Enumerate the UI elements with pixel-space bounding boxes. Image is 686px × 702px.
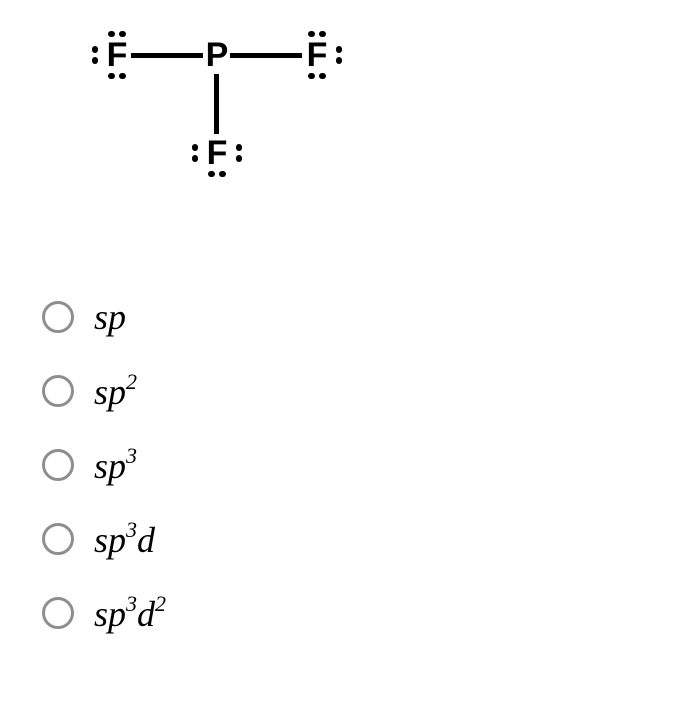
option-label-sp3d2: sp3d2: [94, 595, 166, 632]
question-canvas: F P F F sp sp2 sp3 sp3d sp3d2: [0, 0, 686, 702]
option-label-sp3: sp3: [94, 447, 137, 484]
lonepair-Fright-right: [336, 46, 342, 52]
atom-F_bottom: F: [205, 136, 229, 170]
lonepair-Fleft-bottom: [108, 73, 114, 79]
option-sp3d[interactable]: sp3d: [42, 502, 166, 576]
answer-options: sp sp2 sp3 sp3d sp3d2: [42, 280, 166, 650]
bond-F_left-P_center: [131, 53, 203, 58]
lonepair-Fbottom-left: [192, 155, 198, 161]
lonepair-Fleft-bottom: [119, 73, 125, 79]
bond-P_center-F_bottom: [214, 74, 219, 134]
lonepair-Fleft-top: [108, 31, 114, 37]
atom-F_right: F: [305, 38, 329, 72]
radio-sp2[interactable]: [42, 375, 74, 407]
lonepair-Fright-top: [308, 31, 314, 37]
lonepair-Fbottom-right: [236, 155, 242, 161]
lonepair-Fbottom-bottom: [219, 171, 225, 177]
lewis-structure-diagram: F P F F: [80, 28, 380, 228]
lonepair-Fleft-top: [119, 31, 125, 37]
bond-P_center-F_right: [230, 53, 302, 58]
radio-sp3d2[interactable]: [42, 597, 74, 629]
option-sp3[interactable]: sp3: [42, 428, 166, 502]
lonepair-Fright-bottom: [308, 73, 314, 79]
lonepair-Fleft-left: [92, 57, 98, 63]
lonepair-Fbottom-right: [236, 144, 242, 150]
lonepair-Fbottom-left: [192, 144, 198, 150]
option-label-sp2: sp2: [94, 373, 137, 410]
radio-sp[interactable]: [42, 301, 74, 333]
option-sp2[interactable]: sp2: [42, 354, 166, 428]
option-sp3d2[interactable]: sp3d2: [42, 576, 166, 650]
lonepair-Fright-bottom: [319, 73, 325, 79]
option-sp[interactable]: sp: [42, 280, 166, 354]
atom-P_center: P: [205, 38, 229, 72]
lonepair-Fright-right: [336, 57, 342, 63]
lonepair-Fleft-left: [92, 46, 98, 52]
option-label-sp3d: sp3d: [94, 521, 155, 558]
radio-sp3[interactable]: [42, 449, 74, 481]
lonepair-Fright-top: [319, 31, 325, 37]
option-label-sp: sp: [94, 299, 126, 335]
radio-sp3d[interactable]: [42, 523, 74, 555]
lonepair-Fbottom-bottom: [208, 171, 214, 177]
atom-F_left: F: [105, 38, 129, 72]
